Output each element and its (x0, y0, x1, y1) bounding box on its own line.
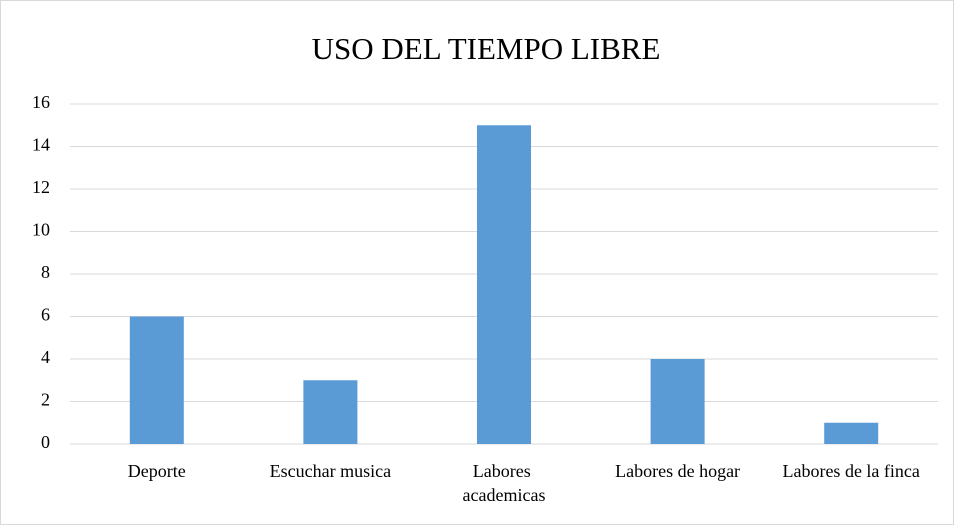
x-tick-label: Escuchar musica (270, 461, 391, 481)
y-tick-label: 0 (41, 432, 50, 452)
y-tick-label: 6 (41, 305, 50, 325)
y-tick-label: 10 (32, 220, 50, 240)
y-tick-label: 16 (32, 92, 50, 112)
bar (129, 316, 184, 444)
bar (477, 125, 531, 444)
y-tick-label: 4 (41, 347, 50, 367)
y-tick-label: 12 (32, 177, 50, 197)
bar (303, 380, 358, 444)
y-tick-label: 14 (32, 135, 50, 155)
bar (824, 422, 879, 444)
x-tick-label: Labores academicas (463, 461, 546, 505)
x-tick-label: Deporte (128, 461, 186, 481)
y-tick-label: 2 (41, 390, 50, 410)
x-tick-label: Labores de la finca (782, 461, 919, 481)
x-tick-label: Labores de hogar (615, 461, 740, 481)
chart-title: USO DEL TIEMPO LIBRE (312, 31, 661, 66)
y-tick-label: 8 (41, 262, 50, 282)
bar (650, 359, 705, 444)
